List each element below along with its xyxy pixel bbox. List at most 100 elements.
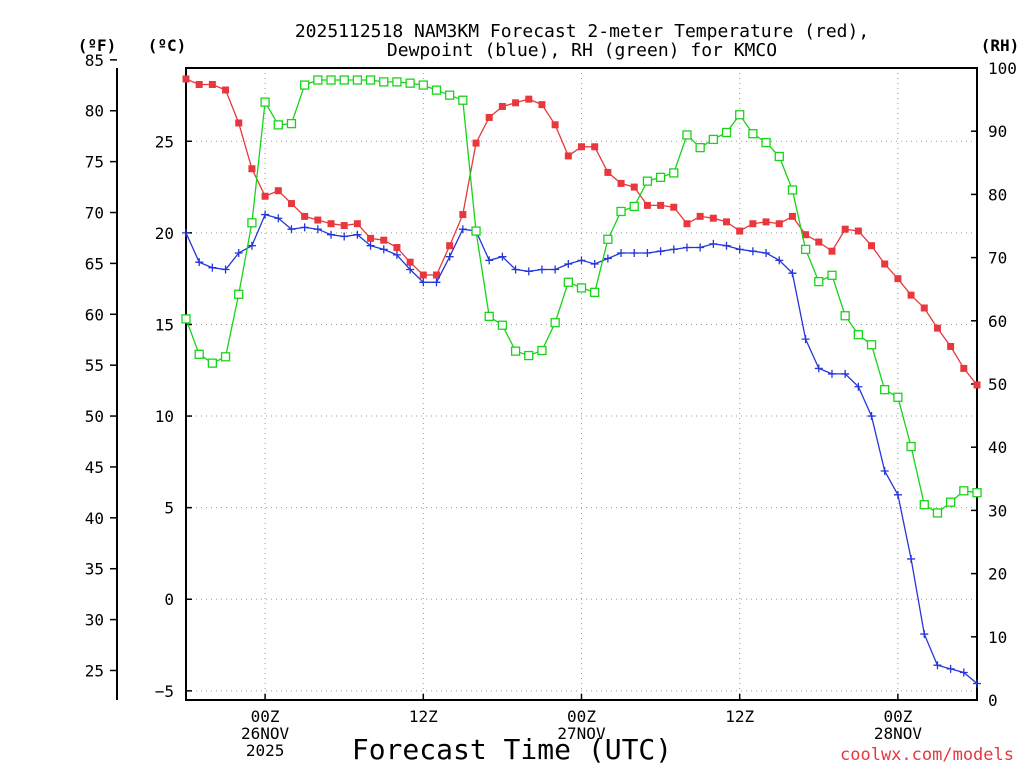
temperature-point	[643, 201, 651, 209]
dewpoint-point	[419, 278, 428, 287]
dewpoint-point	[696, 243, 705, 252]
dewpoint-point	[432, 278, 441, 287]
fahrenheit-tick-label: 85	[85, 51, 104, 70]
axes	[110, 59, 978, 701]
dewpoint-point	[841, 369, 850, 378]
temperature-point	[881, 260, 889, 268]
dewpoint-point	[682, 243, 691, 252]
series-2-meter-temperature	[182, 75, 981, 389]
temperature-point	[248, 165, 256, 173]
temperature-point	[578, 143, 585, 151]
temperature-point	[274, 187, 282, 195]
celsius-tick-label: 10	[155, 407, 174, 426]
rh-point	[260, 97, 270, 107]
rh-point	[207, 358, 218, 368]
dewpoint-point	[933, 661, 942, 670]
rh-point	[735, 110, 745, 120]
temperature-point	[551, 121, 559, 129]
fahrenheit-tick-label: 25	[85, 661, 104, 680]
rh-point	[471, 226, 481, 236]
rh-point	[537, 345, 547, 356]
temperature-point	[406, 258, 414, 266]
dewpoint-point	[551, 265, 560, 274]
rh-point	[313, 75, 323, 85]
x-tick-label: 12Z	[409, 707, 438, 726]
rh-point	[655, 172, 666, 182]
celsius-tick-label: 15	[155, 315, 174, 334]
rh-tick-label: 60	[988, 312, 1007, 331]
celsius-tick-label: −5	[155, 682, 174, 701]
credit-text: coolwx.com/models	[840, 745, 1014, 765]
dewpoint-point	[366, 241, 375, 250]
rh-point	[721, 127, 732, 138]
temperature-point	[696, 212, 704, 220]
rh-point	[893, 392, 903, 402]
dewpoint-point	[788, 269, 797, 278]
rh-point	[932, 508, 943, 518]
rh-point	[682, 130, 692, 140]
x-tick-label: 27NOV	[557, 724, 606, 743]
dewpoint-point	[498, 252, 507, 261]
rh-point	[866, 340, 877, 350]
rh-point	[339, 75, 349, 85]
temperature-point	[380, 236, 388, 244]
temperature-point	[604, 168, 612, 176]
temperature-point	[723, 218, 731, 226]
fahrenheit-tick-label: 75	[85, 153, 104, 172]
temperature-point	[459, 211, 467, 219]
dewpoint-point	[379, 245, 388, 254]
dewpoint-point	[893, 490, 902, 499]
fahrenheit-tick-label: 30	[85, 611, 104, 630]
rh-point	[181, 314, 191, 324]
rh-point	[959, 486, 969, 496]
rh-point	[695, 142, 705, 153]
rh-point	[919, 500, 929, 510]
dewpoint-point	[827, 369, 836, 378]
dewpoint-point	[643, 249, 652, 258]
dewpoint-point	[867, 412, 876, 421]
dewpoint-point	[458, 225, 467, 234]
temperature-point	[432, 271, 440, 279]
rh-point	[761, 137, 771, 148]
dewpoint-point	[221, 265, 230, 274]
rh-tick-label: 20	[988, 565, 1007, 584]
temperature-point	[868, 242, 876, 250]
chart-title-line2: Dewpoint (blue), RH (green) for KMCO	[387, 40, 777, 61]
dewpoint-point	[261, 210, 270, 219]
dewpoint-point	[748, 247, 757, 256]
rh-point	[945, 497, 956, 507]
temperature-point	[907, 291, 915, 299]
fahrenheit-tick-label: 40	[85, 509, 104, 528]
rh-tick-label: 80	[988, 185, 1007, 204]
rh-unit-label: (RH)	[981, 36, 1020, 55]
celsius-unit-label: (ºC)	[148, 36, 187, 55]
series-rh	[181, 75, 982, 518]
temperature-point	[894, 275, 902, 283]
dewpoint-point	[274, 214, 283, 223]
rh-point	[458, 95, 468, 105]
dewpoint-point	[564, 260, 573, 269]
temperature-point	[630, 183, 638, 191]
temperature-point	[841, 225, 849, 233]
x-tick-label: 00Z	[251, 707, 280, 726]
temperature-point	[775, 220, 783, 228]
temperature-point	[512, 99, 520, 107]
celsius-tick-label: 20	[155, 224, 174, 243]
temperature-point	[617, 179, 625, 187]
dewpoint-point	[327, 230, 336, 239]
rh-tick-label: 10	[988, 628, 1007, 647]
rh-point	[590, 287, 600, 298]
dewpoint-point	[603, 254, 612, 263]
temperature-point	[419, 271, 427, 279]
rh-point	[827, 270, 837, 280]
dewpoint-point	[801, 335, 810, 344]
temperature-point	[525, 95, 533, 103]
dewpoint-point	[287, 225, 296, 234]
dewpoint-point	[313, 225, 322, 234]
rh-point	[787, 185, 798, 195]
rh-point	[431, 85, 442, 95]
temperature-point	[195, 80, 203, 88]
x-tick-label: 12Z	[725, 707, 754, 726]
rh-tick-label: 50	[988, 375, 1007, 394]
